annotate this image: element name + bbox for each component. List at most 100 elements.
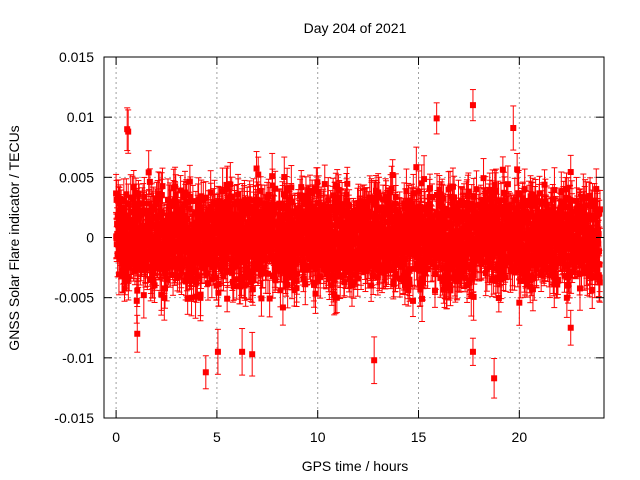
data-point xyxy=(154,195,161,202)
data-point xyxy=(146,178,153,185)
data-point xyxy=(296,220,303,227)
data-point xyxy=(302,192,309,199)
data-point xyxy=(282,193,289,200)
data-point xyxy=(174,246,181,253)
data-point xyxy=(124,233,131,240)
data-point xyxy=(147,209,154,216)
data-point xyxy=(197,207,204,214)
data-point xyxy=(194,273,201,280)
data-point xyxy=(266,295,273,302)
data-point xyxy=(157,265,164,272)
data-point xyxy=(320,203,327,210)
data-point xyxy=(310,203,317,210)
data-point xyxy=(165,196,172,203)
data-point xyxy=(280,215,287,222)
data-point xyxy=(185,198,192,205)
data-point xyxy=(291,210,298,217)
data-point xyxy=(309,263,316,270)
data-point xyxy=(279,304,286,311)
data-point xyxy=(149,271,156,278)
data-point xyxy=(284,281,291,288)
data-point xyxy=(210,224,217,231)
data-point xyxy=(245,230,252,237)
data-point xyxy=(321,181,328,188)
data-point xyxy=(130,208,137,215)
data-point xyxy=(123,267,130,274)
data-point xyxy=(310,252,317,259)
data-point xyxy=(279,230,286,237)
data-point xyxy=(294,270,301,277)
data-point xyxy=(288,184,295,191)
data-point xyxy=(122,270,129,277)
data-point xyxy=(226,206,233,213)
data-point xyxy=(163,276,170,283)
data-point xyxy=(192,223,199,230)
data-point xyxy=(238,281,245,288)
data-point xyxy=(228,193,235,200)
data-point xyxy=(311,244,318,251)
data-point xyxy=(220,273,227,280)
data-point xyxy=(218,244,225,251)
data-point xyxy=(135,191,142,198)
data-point xyxy=(315,188,322,195)
data-point xyxy=(277,287,284,294)
data-point xyxy=(319,252,326,259)
data-point xyxy=(208,234,215,241)
data-point xyxy=(284,185,291,192)
data-point xyxy=(129,195,136,202)
data-point xyxy=(161,285,168,292)
data-point xyxy=(216,231,223,238)
data-point xyxy=(137,265,144,272)
data-point xyxy=(184,295,191,302)
data-point xyxy=(117,195,124,202)
data-point xyxy=(136,200,143,207)
data-point xyxy=(318,218,325,225)
data-point xyxy=(137,211,144,218)
data-point xyxy=(285,270,292,277)
data-point xyxy=(235,198,242,205)
data-point xyxy=(252,260,259,267)
data-point xyxy=(269,182,276,189)
data-point xyxy=(182,228,189,235)
data-point xyxy=(179,263,186,270)
data-point xyxy=(204,280,211,287)
data-point xyxy=(227,181,234,188)
data-point xyxy=(313,185,320,192)
data-point xyxy=(247,205,254,212)
data-point xyxy=(259,270,266,277)
data-point xyxy=(258,295,265,302)
data-point xyxy=(255,197,262,204)
data-point xyxy=(133,297,140,304)
data-point xyxy=(173,258,180,265)
data-point xyxy=(188,294,195,301)
data-point xyxy=(298,214,305,221)
data-point xyxy=(116,200,123,207)
data-point xyxy=(289,274,296,281)
data-point xyxy=(186,205,193,212)
data-point xyxy=(298,250,305,257)
data-point xyxy=(314,179,321,186)
data-point xyxy=(281,221,288,228)
data-points xyxy=(113,89,603,399)
data-point xyxy=(295,257,302,264)
data-point xyxy=(299,195,306,202)
data-point xyxy=(246,196,253,203)
data-point xyxy=(313,208,320,215)
data-point xyxy=(271,207,278,214)
data-point xyxy=(159,183,166,190)
data-point xyxy=(246,274,253,281)
data-point xyxy=(286,214,293,221)
data-point xyxy=(224,295,231,302)
data-point xyxy=(273,259,280,266)
data-point xyxy=(270,252,277,259)
data-point xyxy=(248,268,255,275)
data-point xyxy=(253,165,260,172)
data-point xyxy=(183,272,190,279)
data-point xyxy=(224,268,231,275)
data-point xyxy=(261,201,268,208)
data-point xyxy=(115,222,122,229)
data-point xyxy=(233,242,240,249)
data-point xyxy=(158,291,165,298)
data-point xyxy=(214,249,221,256)
data-point xyxy=(269,272,276,279)
